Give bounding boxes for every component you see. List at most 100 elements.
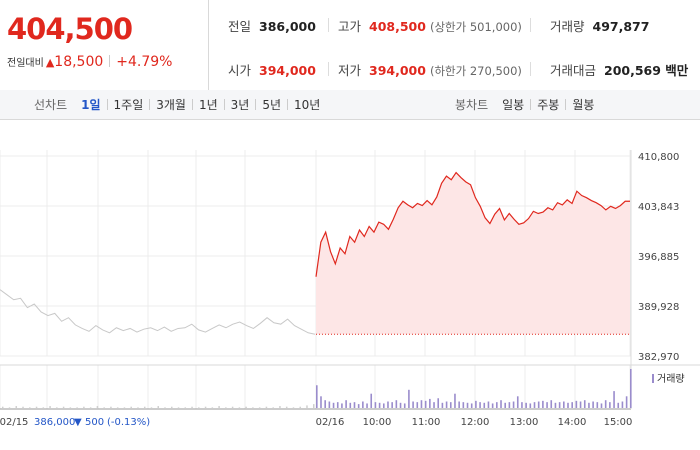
- volume-bar: [49, 406, 51, 408]
- volume-bar: [416, 402, 419, 408]
- volume-bar: [328, 401, 331, 408]
- volume-bar: [533, 402, 536, 408]
- y-tick-label: 410,800: [638, 152, 679, 163]
- volume-bar: [558, 402, 561, 408]
- volume-bar: [62, 406, 65, 408]
- volume-bar: [403, 403, 406, 408]
- volume-bar: [496, 402, 498, 408]
- divider: [109, 55, 111, 67]
- volume-bar: [630, 369, 632, 408]
- tab-daily-candle[interactable]: 일봉: [502, 98, 525, 112]
- line-chart-title: 선차트: [34, 98, 68, 112]
- divider: [287, 99, 289, 110]
- tab-weekly-candle[interactable]: 주봉: [537, 98, 560, 112]
- divider: [149, 99, 151, 110]
- volume-bar: [349, 402, 352, 408]
- volume-bar: [596, 402, 599, 408]
- volume-bar: [313, 404, 315, 408]
- volume-bar: [143, 406, 146, 408]
- volume-bar: [445, 401, 448, 408]
- prev-day-line: [0, 289, 316, 335]
- volume-bar: [191, 406, 193, 408]
- chart-tabs: 선차트 1일 1주일 3개월 1년 3년 5년 10년 봉차트 일봉 주봉 월봉: [0, 90, 700, 120]
- open-value: 394,000: [259, 63, 316, 78]
- today-price-line: [315, 171, 630, 277]
- volume-bar: [76, 407, 78, 408]
- tab-3months[interactable]: 3개월: [156, 98, 186, 112]
- volume-bar: [449, 402, 452, 408]
- volume-bar: [479, 402, 481, 408]
- tab-1day[interactable]: 1일: [81, 98, 101, 112]
- volume-bar: [35, 406, 38, 408]
- volume-bar: [15, 406, 18, 408]
- low-label: 저가: [338, 63, 362, 78]
- volume-bar: [332, 402, 335, 408]
- prev-close: 전일 386,000: [228, 16, 316, 35]
- divider: [530, 18, 531, 32]
- volume-bar: [150, 407, 153, 408]
- divider: [223, 99, 225, 110]
- volume-value: 497,877: [592, 19, 650, 34]
- quote-header: 404,500 전일대비 ▲18,500 +4.79% 전일 386,000 고가 40…: [0, 0, 700, 91]
- tab-3years[interactable]: 3년: [230, 98, 250, 112]
- quote-stats: 전일 386,000 고가 408,500 (상한가 501,000) 거래량 497,…: [208, 0, 700, 90]
- volume-bar: [567, 402, 569, 408]
- volume: 거래량 497,877: [550, 16, 649, 35]
- tab-5years[interactable]: 5년: [262, 98, 282, 112]
- prev-close-label: 전일: [228, 19, 252, 34]
- volume-bar: [408, 389, 410, 408]
- y-tick-label: 403,843: [638, 202, 679, 213]
- price-box: 404,500 전일대비 ▲18,500 +4.79%: [0, 0, 209, 90]
- volume-bar: [204, 406, 207, 408]
- volume-legend-label: 거래량: [657, 373, 685, 385]
- volume-bar: [454, 393, 456, 408]
- tab-10years[interactable]: 10년: [294, 98, 321, 112]
- volume-bar: [382, 403, 385, 408]
- volume-bar: [252, 407, 254, 408]
- volume-bar: [123, 407, 126, 408]
- volume-bar: [546, 402, 548, 408]
- volume-bar: [441, 402, 444, 408]
- volume-bar: [604, 400, 607, 408]
- volume-bar: [198, 407, 200, 408]
- day-high: 고가 408,500 (상한가 501,000): [338, 16, 522, 35]
- volume-bar: [429, 398, 431, 408]
- volume-bar: [395, 400, 398, 408]
- volume-bar: [542, 400, 544, 408]
- volume-bar: [487, 401, 490, 408]
- volume-bar: [96, 406, 99, 408]
- price-change: 전일대비 ▲18,500 +4.79%: [7, 54, 173, 70]
- tab-1year[interactable]: 1년: [198, 98, 218, 112]
- volume-bar: [316, 385, 318, 408]
- volume-bar: [83, 406, 85, 408]
- volume-bar: [512, 401, 515, 408]
- volume-bar: [103, 407, 105, 408]
- volume-bar: [621, 401, 624, 408]
- x-tick-label: 12:00: [461, 417, 490, 428]
- volume-bar: [516, 396, 519, 408]
- y-tick-label: 396,885: [638, 252, 679, 263]
- volume-bar: [22, 406, 24, 408]
- divider: [328, 62, 329, 76]
- volume-bar: [437, 398, 440, 408]
- open-label: 시가: [228, 63, 252, 78]
- volume-bar: [504, 402, 506, 408]
- volume-bar: [387, 401, 389, 408]
- prev-day-change-pct: (-0.13%): [107, 417, 150, 428]
- x-tick-label: 10:00: [363, 417, 392, 428]
- volume-bar: [171, 406, 173, 408]
- volume-bar: [500, 400, 502, 408]
- volume-bar: [320, 396, 322, 408]
- volume-label: 거래량: [550, 19, 585, 34]
- volume-bar: [42, 407, 45, 408]
- tab-1week[interactable]: 1주일: [113, 98, 144, 112]
- divider: [191, 99, 193, 110]
- tab-monthly-candle[interactable]: 월봉: [572, 98, 595, 112]
- volume-bar: [378, 402, 381, 408]
- volume-bar: [424, 400, 427, 408]
- volume-bar: [306, 405, 308, 408]
- price-chart[interactable]: 410,800 403,843 396,885 389,928 382,970 거래량 02…: [0, 120, 700, 450]
- prev-close-value: 386,000: [259, 19, 316, 34]
- x-tick-label: 02/15: [0, 417, 28, 428]
- high-value: 408,500: [369, 19, 426, 34]
